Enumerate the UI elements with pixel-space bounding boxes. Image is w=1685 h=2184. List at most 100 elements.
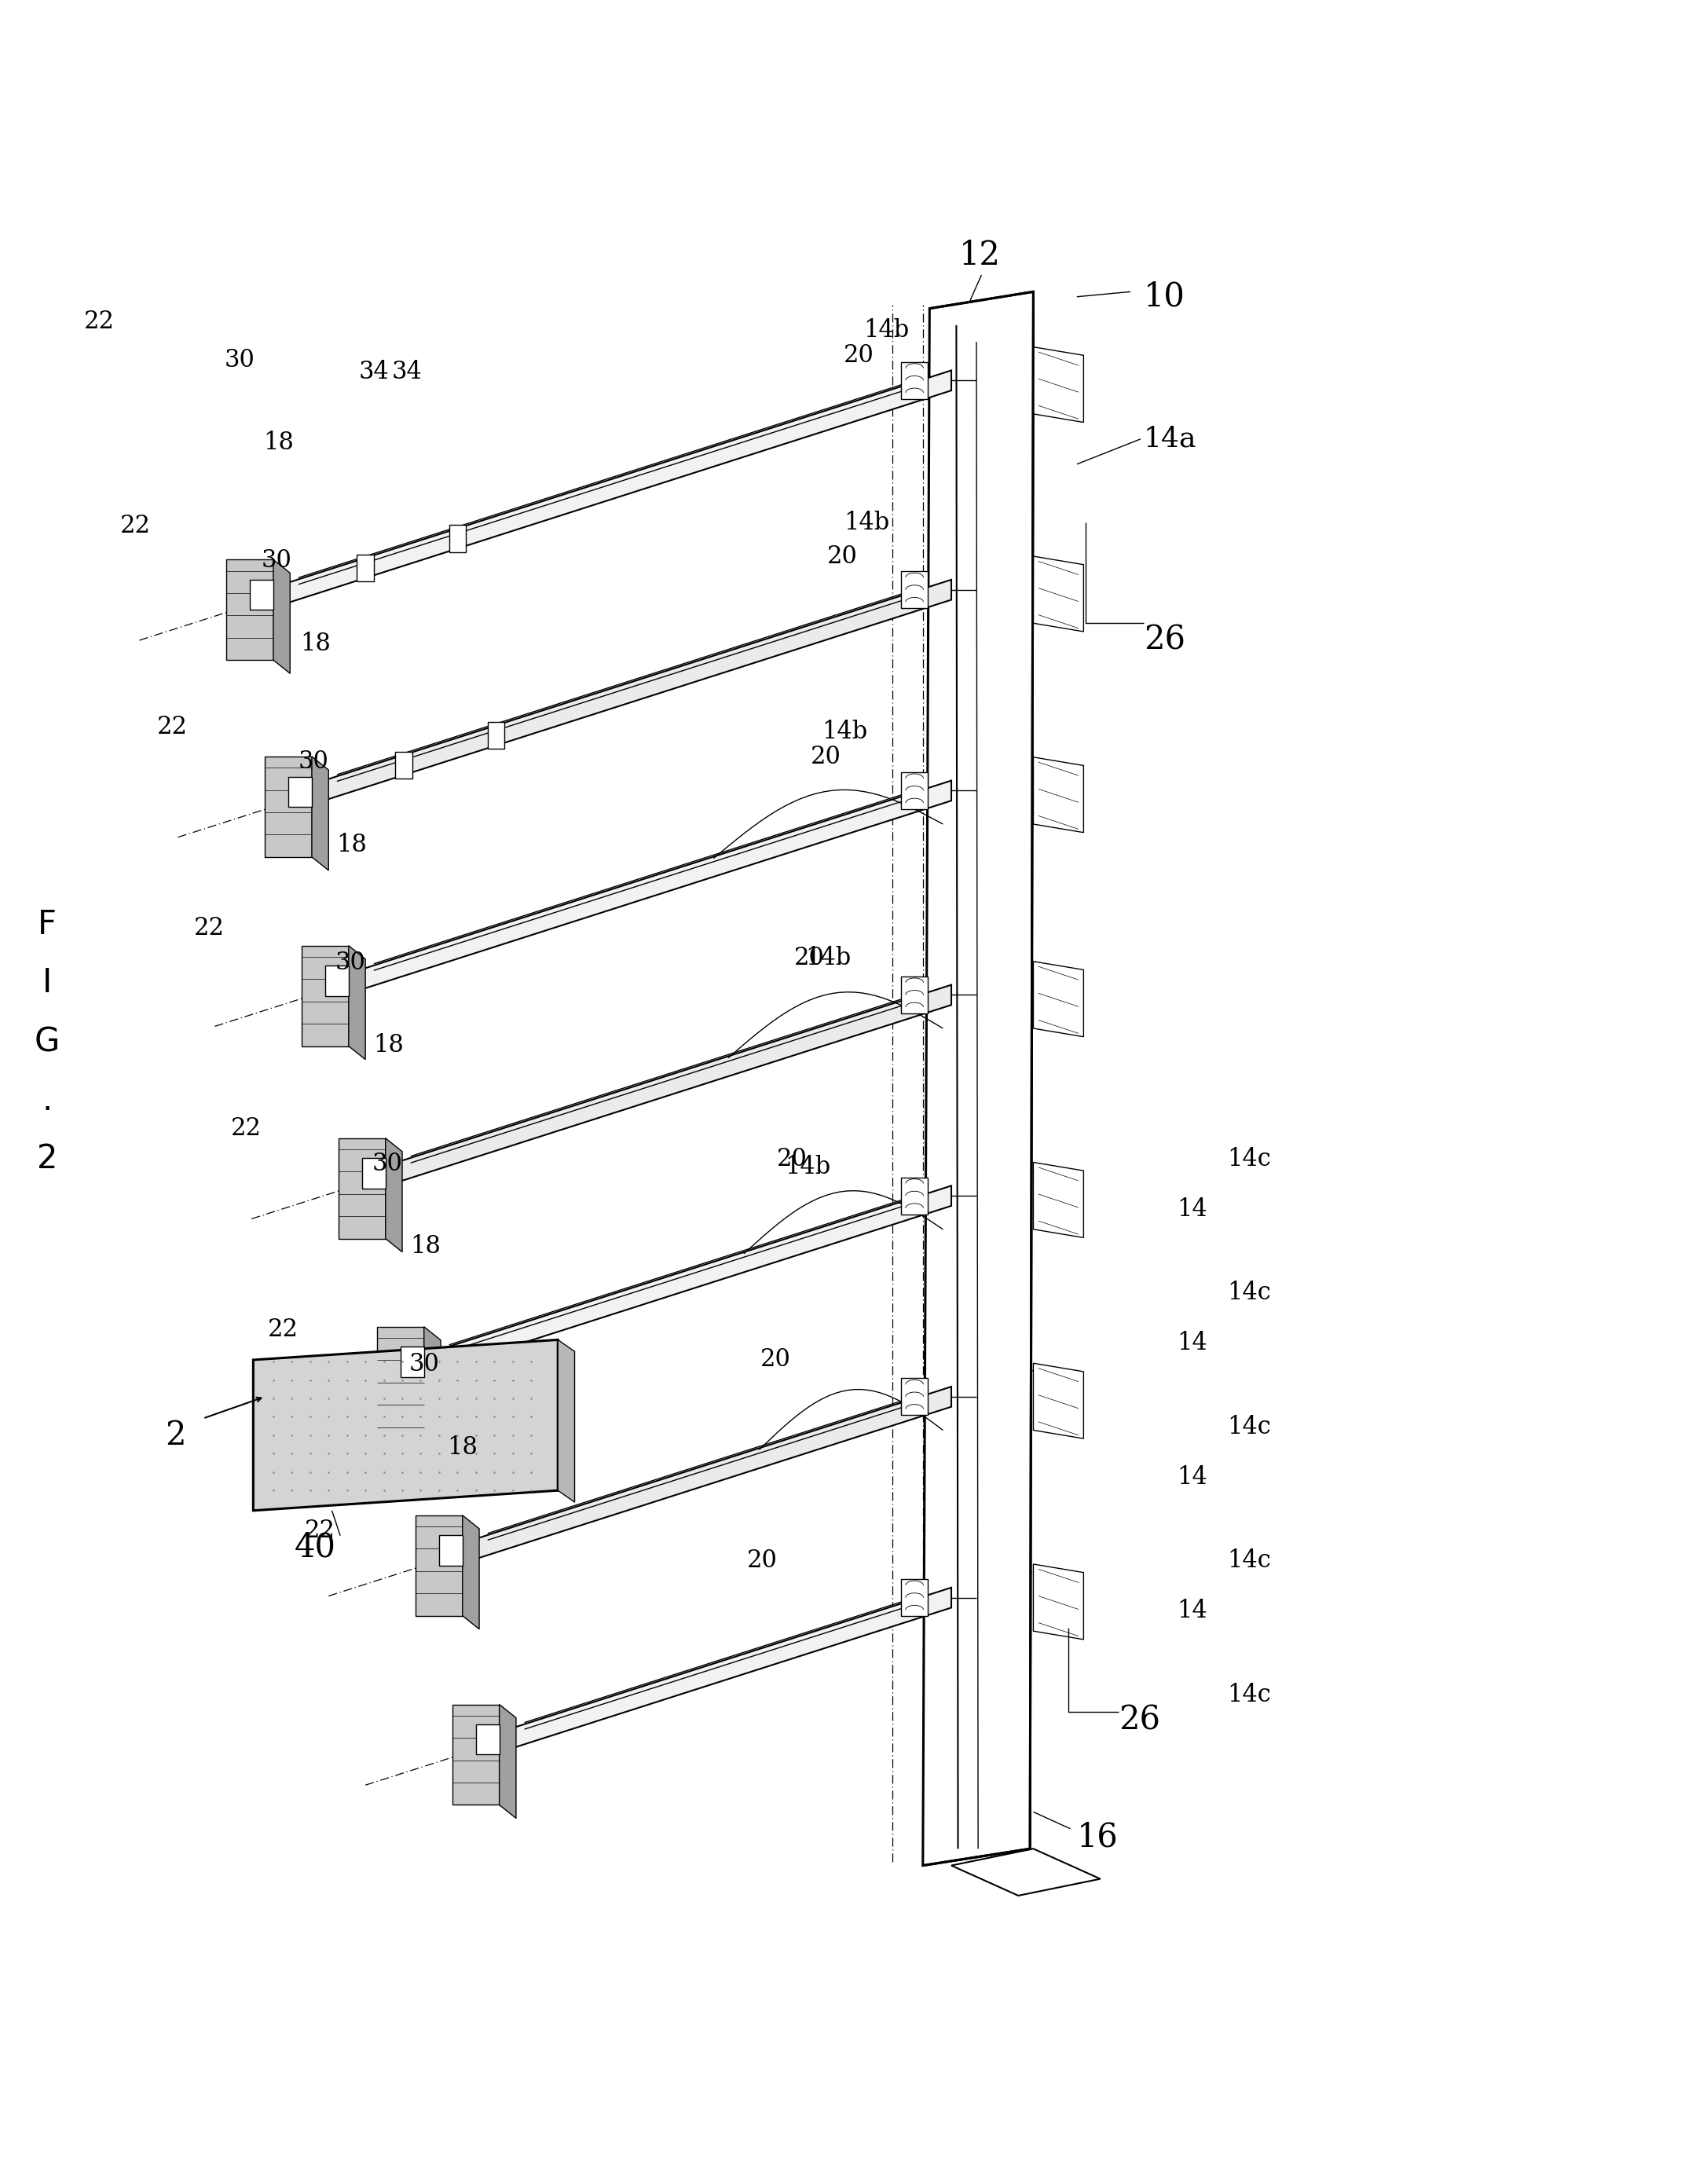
Text: 14c: 14c bbox=[1228, 1147, 1272, 1171]
FancyBboxPatch shape bbox=[362, 1158, 386, 1188]
Text: 34: 34 bbox=[359, 360, 389, 384]
Text: 22: 22 bbox=[120, 513, 152, 537]
Text: 14b: 14b bbox=[785, 1155, 831, 1179]
Polygon shape bbox=[416, 1516, 462, 1616]
Polygon shape bbox=[349, 946, 366, 1059]
Polygon shape bbox=[377, 1326, 425, 1426]
Text: 22: 22 bbox=[157, 714, 189, 738]
Polygon shape bbox=[1033, 347, 1083, 422]
Text: 16: 16 bbox=[1077, 1821, 1119, 1854]
Text: 18: 18 bbox=[337, 832, 367, 856]
Polygon shape bbox=[312, 756, 329, 871]
FancyBboxPatch shape bbox=[901, 1177, 928, 1214]
Text: 14c: 14c bbox=[1228, 1548, 1272, 1572]
Polygon shape bbox=[253, 1339, 558, 1511]
Text: 26: 26 bbox=[1119, 1704, 1161, 1736]
Polygon shape bbox=[1033, 961, 1083, 1037]
Text: 14b: 14b bbox=[864, 319, 910, 343]
Text: 14c: 14c bbox=[1228, 1415, 1272, 1439]
FancyBboxPatch shape bbox=[475, 1725, 499, 1754]
Text: 14: 14 bbox=[1178, 1197, 1208, 1221]
Text: 20: 20 bbox=[794, 946, 824, 970]
FancyBboxPatch shape bbox=[487, 723, 504, 749]
Polygon shape bbox=[1033, 758, 1083, 832]
Polygon shape bbox=[462, 1516, 479, 1629]
Polygon shape bbox=[320, 579, 952, 802]
Text: 14: 14 bbox=[1178, 1465, 1208, 1489]
Text: 26: 26 bbox=[1144, 622, 1186, 657]
Text: 18: 18 bbox=[300, 631, 330, 655]
Polygon shape bbox=[453, 1704, 499, 1804]
Polygon shape bbox=[425, 1326, 441, 1441]
Polygon shape bbox=[923, 293, 1033, 1865]
Text: 22: 22 bbox=[194, 915, 224, 939]
FancyBboxPatch shape bbox=[288, 778, 312, 806]
Text: 2: 2 bbox=[165, 1420, 187, 1452]
Text: 18: 18 bbox=[411, 1234, 441, 1258]
FancyBboxPatch shape bbox=[901, 1378, 928, 1415]
FancyBboxPatch shape bbox=[401, 1348, 425, 1376]
Text: 22: 22 bbox=[231, 1116, 261, 1140]
Polygon shape bbox=[1033, 1363, 1083, 1439]
Text: 14b: 14b bbox=[844, 511, 890, 535]
Text: 22: 22 bbox=[305, 1518, 335, 1542]
Polygon shape bbox=[952, 1848, 1100, 1896]
Text: 30: 30 bbox=[224, 347, 254, 371]
FancyBboxPatch shape bbox=[901, 572, 928, 607]
Polygon shape bbox=[265, 756, 312, 856]
Text: 14c: 14c bbox=[1228, 1280, 1272, 1306]
Text: 34: 34 bbox=[393, 360, 423, 384]
Polygon shape bbox=[281, 371, 952, 605]
Text: 2: 2 bbox=[37, 1142, 57, 1175]
FancyBboxPatch shape bbox=[357, 555, 374, 581]
Polygon shape bbox=[386, 1138, 403, 1251]
Text: 30: 30 bbox=[335, 950, 366, 974]
Polygon shape bbox=[1033, 1162, 1083, 1238]
Text: 20: 20 bbox=[777, 1147, 807, 1171]
Polygon shape bbox=[1033, 1564, 1083, 1640]
Text: 14b: 14b bbox=[805, 946, 851, 970]
Text: 20: 20 bbox=[746, 1548, 777, 1572]
Polygon shape bbox=[302, 946, 349, 1046]
Text: 30: 30 bbox=[298, 749, 329, 773]
Text: 30: 30 bbox=[261, 548, 292, 572]
Text: 14: 14 bbox=[1178, 1599, 1208, 1623]
FancyBboxPatch shape bbox=[440, 1535, 462, 1566]
Text: 18: 18 bbox=[263, 430, 293, 454]
Text: G: G bbox=[35, 1024, 61, 1059]
Polygon shape bbox=[499, 1704, 516, 1819]
Text: 18: 18 bbox=[374, 1033, 404, 1057]
Text: 20: 20 bbox=[844, 343, 875, 367]
Text: I: I bbox=[42, 968, 52, 1000]
Polygon shape bbox=[507, 1588, 952, 1749]
Text: 40: 40 bbox=[295, 1531, 335, 1564]
Text: 12: 12 bbox=[959, 238, 1001, 271]
Text: 14a: 14a bbox=[1144, 426, 1196, 452]
Text: 14: 14 bbox=[1178, 1330, 1208, 1356]
Polygon shape bbox=[558, 1339, 575, 1503]
FancyBboxPatch shape bbox=[325, 965, 349, 996]
FancyBboxPatch shape bbox=[901, 1579, 928, 1616]
Polygon shape bbox=[1033, 557, 1083, 631]
Polygon shape bbox=[339, 1138, 386, 1238]
Polygon shape bbox=[470, 1387, 952, 1562]
Text: 14c: 14c bbox=[1228, 1682, 1272, 1708]
Text: 30: 30 bbox=[372, 1151, 403, 1175]
Text: 20: 20 bbox=[810, 745, 841, 769]
Text: F: F bbox=[37, 909, 57, 941]
Text: 18: 18 bbox=[447, 1435, 479, 1459]
Text: 20: 20 bbox=[827, 544, 858, 568]
FancyBboxPatch shape bbox=[901, 976, 928, 1013]
FancyBboxPatch shape bbox=[396, 751, 413, 778]
Text: 22: 22 bbox=[84, 310, 115, 334]
Text: .: . bbox=[42, 1083, 52, 1116]
Polygon shape bbox=[433, 1186, 952, 1372]
Text: 10: 10 bbox=[1144, 280, 1185, 312]
Text: 14b: 14b bbox=[822, 721, 868, 745]
FancyBboxPatch shape bbox=[901, 773, 928, 808]
Polygon shape bbox=[273, 559, 290, 673]
FancyBboxPatch shape bbox=[450, 524, 465, 553]
Text: 30: 30 bbox=[409, 1352, 440, 1376]
Polygon shape bbox=[394, 985, 952, 1184]
Polygon shape bbox=[357, 780, 952, 992]
